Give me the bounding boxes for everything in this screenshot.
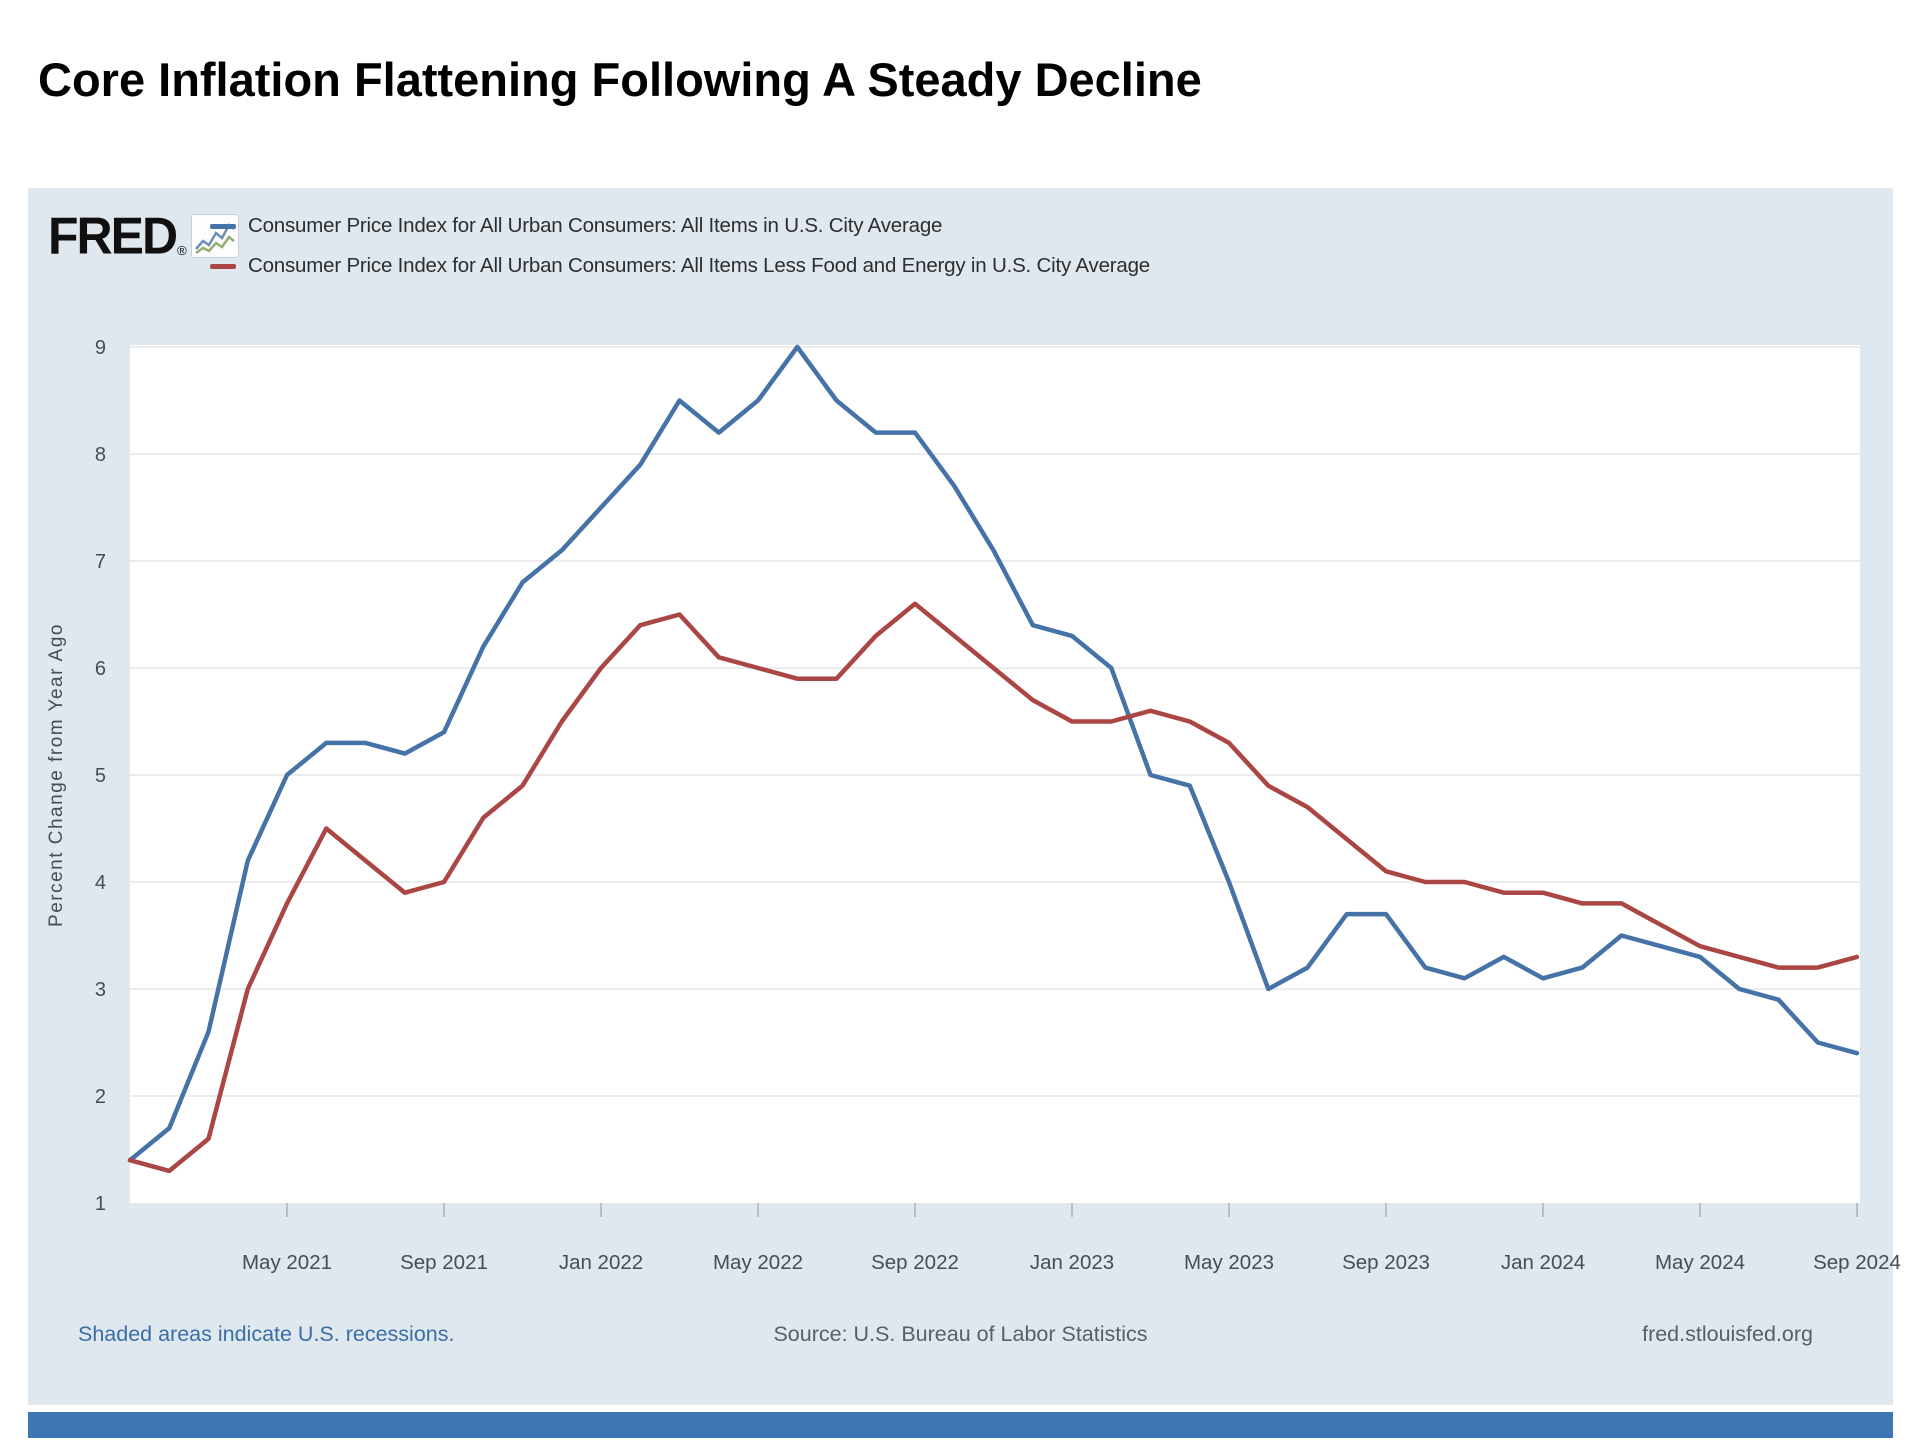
registered-trademark: ® [177, 243, 187, 258]
y-tick-label: 7 [95, 551, 106, 573]
y-tick-label: 3 [95, 979, 106, 1001]
sparkline-chart-icon [190, 214, 239, 258]
y-tick-label: 2 [95, 1086, 106, 1108]
x-tick-label: Sep 2021 [400, 1251, 488, 1274]
line-chart-plot: 1 2 3 4 5 6 7 8 9 May 2021 Sep 2021 Jan 2022 May 202… [46, 337, 1901, 1274]
bottom-accent-bar [28, 1412, 1893, 1438]
legend-label-all-items: Consumer Price Index for All Urban Consu… [248, 214, 943, 237]
y-tick-label: 8 [95, 444, 106, 466]
legend-item-cpi-core: Consumer Price Index for All Urban Consu… [210, 246, 1150, 286]
y-tick-label: 5 [95, 765, 106, 787]
chart-footer: Shaded areas indicate U.S. recessions. S… [28, 1322, 1893, 1352]
recessions-note-link[interactable]: Shaded areas indicate U.S. recessions. [78, 1322, 455, 1346]
y-tick-label: 9 [95, 337, 106, 359]
chart-legend: Consumer Price Index for All Urban Consu… [210, 206, 1150, 286]
y-tick-label: 6 [95, 658, 106, 680]
legend-swatch-core [210, 263, 236, 269]
legend-label-core: Consumer Price Index for All Urban Consu… [248, 254, 1150, 277]
x-tick-label: Sep 2024 [1813, 1251, 1901, 1274]
y-tick-label: 1 [95, 1193, 106, 1215]
x-tick-label: May 2021 [242, 1251, 332, 1274]
y-axis-title: Percent Change from Year Ago [46, 623, 67, 927]
page-title: Core Inflation Flattening Following A St… [38, 53, 1202, 106]
x-tick-label: Jan 2023 [1030, 1251, 1114, 1274]
x-tick-label: Jan 2022 [559, 1251, 643, 1274]
x-tick-label: May 2022 [713, 1251, 803, 1274]
x-tick-label: May 2023 [1184, 1251, 1274, 1274]
legend-swatch-all-items [210, 223, 236, 229]
x-tick-label: May 2024 [1655, 1251, 1745, 1274]
x-tick-label: Sep 2022 [871, 1251, 959, 1274]
x-tick-label: Jan 2024 [1501, 1251, 1585, 1274]
y-tick-label: 4 [95, 872, 106, 894]
x-tick-label: Sep 2023 [1342, 1251, 1430, 1274]
series-line-core [127, 601, 1860, 1174]
fred-url-link[interactable]: fred.stlouisfed.org [1642, 1322, 1813, 1346]
source-note: Source: U.S. Bureau of Labor Statistics [773, 1322, 1148, 1346]
fred-logo: FRED ® [48, 207, 239, 265]
fred-chart-card: FRED ® Consumer Price Index for All Urba… [28, 188, 1901, 1405]
plot-background [130, 345, 1860, 1203]
legend-item-cpi-all-items: Consumer Price Index for All Urban Consu… [210, 206, 1150, 246]
fred-logo-text: FRED [48, 206, 178, 266]
series-line-all-items [127, 344, 1860, 1163]
